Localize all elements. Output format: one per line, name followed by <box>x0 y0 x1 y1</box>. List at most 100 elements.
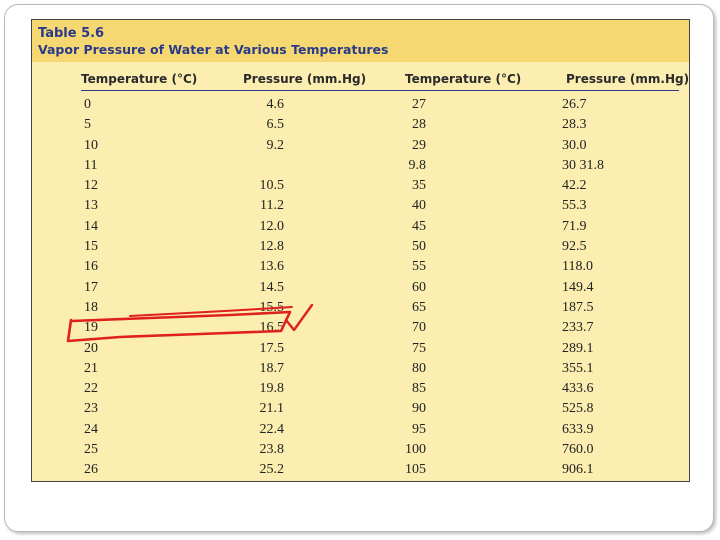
table-row: 18 15.5 65 187.5 <box>32 299 689 319</box>
temperature-cell: 45 <box>412 218 426 234</box>
pressure-cell: 4.6 <box>266 97 285 112</box>
pressure-cell: 525.8 <box>562 401 594 417</box>
temperature-cell: 75 <box>412 340 426 356</box>
temperature-cell: 105 <box>405 462 426 478</box>
table-title: Vapor Pressure of Water at Various Tempe… <box>38 42 389 57</box>
temperature-cell: 29 <box>412 137 426 153</box>
table-row: 26 25.2 105 906.1 <box>32 461 689 481</box>
table-row: 25 23.8 100 760.0 <box>32 441 689 461</box>
pressure-cell: 25.2 <box>259 462 285 478</box>
temperature-cell: 50 <box>412 239 426 255</box>
temperature-cell: 5 <box>84 117 91 133</box>
pressure-cell: 760.0 <box>562 442 594 458</box>
temperature-cell: 65 <box>412 299 426 315</box>
temperature-cell: 13 <box>84 198 98 214</box>
table-row: 24 22.4 95 633.9 <box>32 421 689 441</box>
pressure-cell: 9.2 <box>266 137 285 153</box>
vapor-pressure-table: Table 5.6 Vapor Pressure of Water at Var… <box>31 19 690 482</box>
table-row: 22 19.8 85 433.6 <box>32 380 689 400</box>
temperature-cell: 10 <box>84 137 98 153</box>
temperature-cell: 23 <box>84 401 98 417</box>
pressure-cell: 433.6 <box>562 381 594 397</box>
temperature-cell: 20 <box>84 340 98 356</box>
col-header-pressure-1: Pressure (mm.Hg) <box>243 72 367 86</box>
pressure-cell: 233.7 <box>562 320 594 336</box>
temperature-cell: 18 <box>84 299 98 315</box>
pressure-cell: 19.8 <box>259 381 285 397</box>
col-header-pressure-2: Pressure (mm.Hg) <box>566 72 690 86</box>
temperature-cell: 22 <box>84 381 98 397</box>
pressure-cell: 187.5 <box>562 299 594 315</box>
temperature-cell: 28 <box>412 117 426 133</box>
temperature-cell: 80 <box>412 360 426 376</box>
pressure-cell: 355.1 <box>562 360 594 376</box>
pressure-cell: 28.3 <box>562 117 587 133</box>
header-rule <box>81 90 679 91</box>
temperature-cell: 19 <box>84 320 98 336</box>
pressure-cell: 118.0 <box>562 259 593 275</box>
table-row: 10 9.2 29 30.0 <box>32 137 689 157</box>
col-header-temperature-2: Temperature (°C) <box>405 72 522 86</box>
pressure-cell: 23.8 <box>259 442 285 458</box>
pressure-cell: 10.5 <box>259 178 285 194</box>
table-number: Table 5.6 <box>38 26 105 41</box>
temperature-cell: 0 <box>84 97 91 112</box>
pressure-cell: 26.7 <box>562 97 587 112</box>
temperature-cell: 11 <box>84 157 98 173</box>
table-header-band: Table 5.6 Vapor Pressure of Water at Var… <box>32 20 689 62</box>
pressure-cell: 633.9 <box>562 421 594 437</box>
pressure-cell: 21.1 <box>259 401 285 417</box>
temperature-cell: 14 <box>84 218 98 234</box>
temperature-cell: 95 <box>412 421 426 437</box>
pressure-cell: 55.3 <box>562 198 587 214</box>
pressure-cell: 14.5 <box>259 279 285 295</box>
temperature-cell: 24 <box>84 421 98 437</box>
temperature-cell: 70 <box>412 320 426 336</box>
temperature-cell: 55 <box>412 259 426 275</box>
table-row: 12 10.5 35 42.2 <box>32 177 689 197</box>
pressure-cell: 15.5 <box>259 299 285 315</box>
table-row: 16 13.6 55 118.0 <box>32 258 689 278</box>
temperature-cell: 16 <box>84 259 98 275</box>
table-row: 19 16.5 70 233.7 <box>32 319 689 339</box>
pressure-cell: 906.1 <box>562 462 594 478</box>
pressure-cell: 12.8 <box>259 239 285 255</box>
pressure-cell: 92.5 <box>562 239 587 255</box>
pressure-cell: 22.4 <box>259 421 285 437</box>
temperature-cell: 90 <box>412 401 426 417</box>
temperature-cell: 35 <box>412 178 426 194</box>
table-row: 17 14.5 60 149.4 <box>32 279 689 299</box>
pressure-cell: 13.6 <box>259 259 285 275</box>
table-row: 0 4.6 27 26.7 <box>32 96 689 116</box>
temperature-cell: 26 <box>84 462 98 478</box>
col-header-temperature-1: Temperature (°C) <box>81 72 198 86</box>
pressure-cell: 149.4 <box>562 279 594 295</box>
pressure-cell: 289.1 <box>562 340 594 356</box>
temperature-cell: 85 <box>412 381 426 397</box>
table-row: 21 18.7 80 355.1 <box>32 360 689 380</box>
pressure-cell: 30 31.8 <box>562 157 604 173</box>
pressure-cell: 16.5 <box>259 320 285 336</box>
table-row: 23 21.1 90 525.8 <box>32 400 689 420</box>
temperature-cell: 17 <box>84 279 98 295</box>
temperature-cell: 9.8 <box>408 157 427 173</box>
pressure-cell: 17.5 <box>259 340 285 356</box>
table-row: 20 17.5 75 289.1 <box>32 340 689 360</box>
pressure-cell: 11.2 <box>260 198 284 214</box>
pressure-cell: 6.5 <box>266 117 285 133</box>
table-row: 5 6.5 28 28.3 <box>32 116 689 136</box>
pressure-cell: 18.7 <box>259 360 285 376</box>
temperature-cell: 40 <box>412 198 426 214</box>
temperature-cell: 21 <box>84 360 98 376</box>
temperature-cell: 15 <box>84 239 98 255</box>
pressure-cell: 42.2 <box>562 178 587 194</box>
temperature-cell: 60 <box>412 279 426 295</box>
pressure-cell: 71.9 <box>562 218 587 234</box>
temperature-cell: 25 <box>84 442 98 458</box>
table-row: 15 12.8 50 92.5 <box>32 238 689 258</box>
pressure-cell: 12.0 <box>259 218 285 234</box>
table-body: 0 4.6 27 26.7 5 6.5 28 28.3 10 9.2 29 30.0 11 9.8 30 3… <box>32 96 689 482</box>
temperature-cell: 27 <box>412 97 426 112</box>
table-row: 11 9.8 30 31.8 <box>32 157 689 177</box>
temperature-cell: 12 <box>84 178 98 194</box>
